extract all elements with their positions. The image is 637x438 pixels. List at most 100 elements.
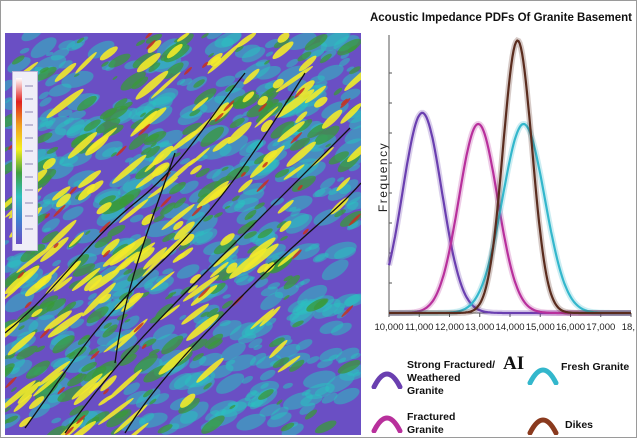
map-texture bbox=[67, 421, 97, 435]
map-texture bbox=[238, 179, 253, 193]
map-canvas bbox=[5, 33, 361, 435]
map-texture bbox=[225, 84, 236, 92]
map-texture bbox=[134, 247, 155, 264]
x-tick-label: 10,000 bbox=[374, 322, 403, 333]
map-texture bbox=[160, 232, 191, 260]
map-texture bbox=[5, 265, 40, 295]
map-texture bbox=[76, 37, 85, 44]
map-texture bbox=[42, 158, 56, 170]
map-texture bbox=[139, 291, 150, 298]
map-texture bbox=[75, 52, 97, 74]
map-texture bbox=[151, 333, 179, 351]
map-texture bbox=[155, 129, 184, 148]
map-texture bbox=[274, 169, 290, 178]
map-texture bbox=[341, 305, 354, 318]
map-texture bbox=[140, 112, 146, 118]
map-texture bbox=[264, 262, 275, 273]
map-texture bbox=[169, 181, 186, 195]
map-texture bbox=[140, 147, 152, 156]
map-texture bbox=[210, 282, 226, 295]
map-texture bbox=[292, 320, 304, 328]
map-texture bbox=[143, 247, 167, 270]
map-texture bbox=[46, 298, 67, 312]
map-texture bbox=[276, 343, 301, 359]
map-texture bbox=[74, 228, 101, 244]
map-texture bbox=[306, 356, 320, 364]
map-texture bbox=[235, 45, 244, 53]
map-texture bbox=[28, 314, 56, 333]
map-texture bbox=[68, 232, 85, 248]
map-texture bbox=[95, 141, 123, 160]
map-texture bbox=[220, 233, 235, 246]
map-texture bbox=[190, 165, 202, 175]
legend-swatch-fractured bbox=[371, 415, 403, 433]
map-texture bbox=[216, 373, 245, 394]
map-texture bbox=[47, 312, 84, 338]
map-texture bbox=[5, 380, 36, 412]
map-texture bbox=[259, 403, 281, 417]
series-halo-2 bbox=[389, 120, 631, 316]
map-texture bbox=[287, 300, 306, 313]
map-texture bbox=[135, 70, 169, 100]
map-texture bbox=[17, 381, 41, 404]
map-texture bbox=[295, 339, 313, 351]
map-texture bbox=[108, 53, 131, 68]
map-texture bbox=[344, 124, 361, 144]
map-texture bbox=[62, 206, 84, 221]
map-texture bbox=[314, 125, 340, 145]
map-texture bbox=[84, 274, 103, 292]
fault-line-1 bbox=[64, 127, 351, 434]
map-texture bbox=[107, 224, 126, 237]
map-texture bbox=[276, 399, 283, 405]
map-texture bbox=[91, 360, 117, 380]
map-texture bbox=[49, 163, 74, 180]
map-texture bbox=[56, 193, 71, 208]
map-texture bbox=[102, 250, 111, 258]
map-texture bbox=[280, 235, 288, 241]
map-texture bbox=[192, 353, 204, 361]
map-texture bbox=[157, 424, 173, 434]
map-texture bbox=[31, 308, 43, 317]
map-texture bbox=[350, 353, 361, 360]
map-texture bbox=[297, 184, 303, 191]
map-texture bbox=[62, 260, 81, 278]
map-texture bbox=[18, 325, 25, 330]
map-texture bbox=[340, 98, 348, 106]
map-texture bbox=[330, 322, 352, 336]
map-texture bbox=[257, 263, 269, 274]
map-texture bbox=[317, 64, 344, 82]
map-texture bbox=[149, 398, 157, 405]
map-texture bbox=[233, 273, 249, 283]
map-texture bbox=[317, 358, 333, 369]
map-texture bbox=[257, 95, 268, 106]
map-texture bbox=[30, 37, 57, 59]
colorbar-ramp bbox=[16, 78, 22, 244]
x-axis-label: AI bbox=[503, 353, 525, 374]
map-texture bbox=[161, 158, 196, 188]
map-texture bbox=[35, 345, 46, 353]
map-texture bbox=[258, 389, 274, 400]
map-texture bbox=[324, 241, 357, 260]
map-texture bbox=[86, 306, 109, 324]
map-texture bbox=[229, 248, 267, 279]
map-texture bbox=[240, 171, 246, 177]
map-texture bbox=[207, 43, 241, 74]
map-texture bbox=[46, 146, 59, 154]
map-texture bbox=[52, 335, 75, 354]
map-texture bbox=[57, 109, 73, 118]
map-texture bbox=[264, 59, 270, 65]
map-texture bbox=[160, 196, 172, 208]
map-texture bbox=[249, 145, 285, 178]
map-texture bbox=[259, 369, 276, 381]
map-texture bbox=[119, 101, 133, 110]
map-texture bbox=[124, 422, 149, 435]
map-texture bbox=[249, 352, 267, 366]
map-texture bbox=[260, 291, 284, 311]
map-texture bbox=[298, 55, 317, 72]
map-texture bbox=[125, 390, 149, 405]
map-texture bbox=[71, 42, 83, 50]
map-texture bbox=[88, 269, 120, 292]
fault-line-3 bbox=[124, 182, 361, 434]
map-texture bbox=[295, 111, 308, 124]
map-texture bbox=[267, 92, 274, 98]
